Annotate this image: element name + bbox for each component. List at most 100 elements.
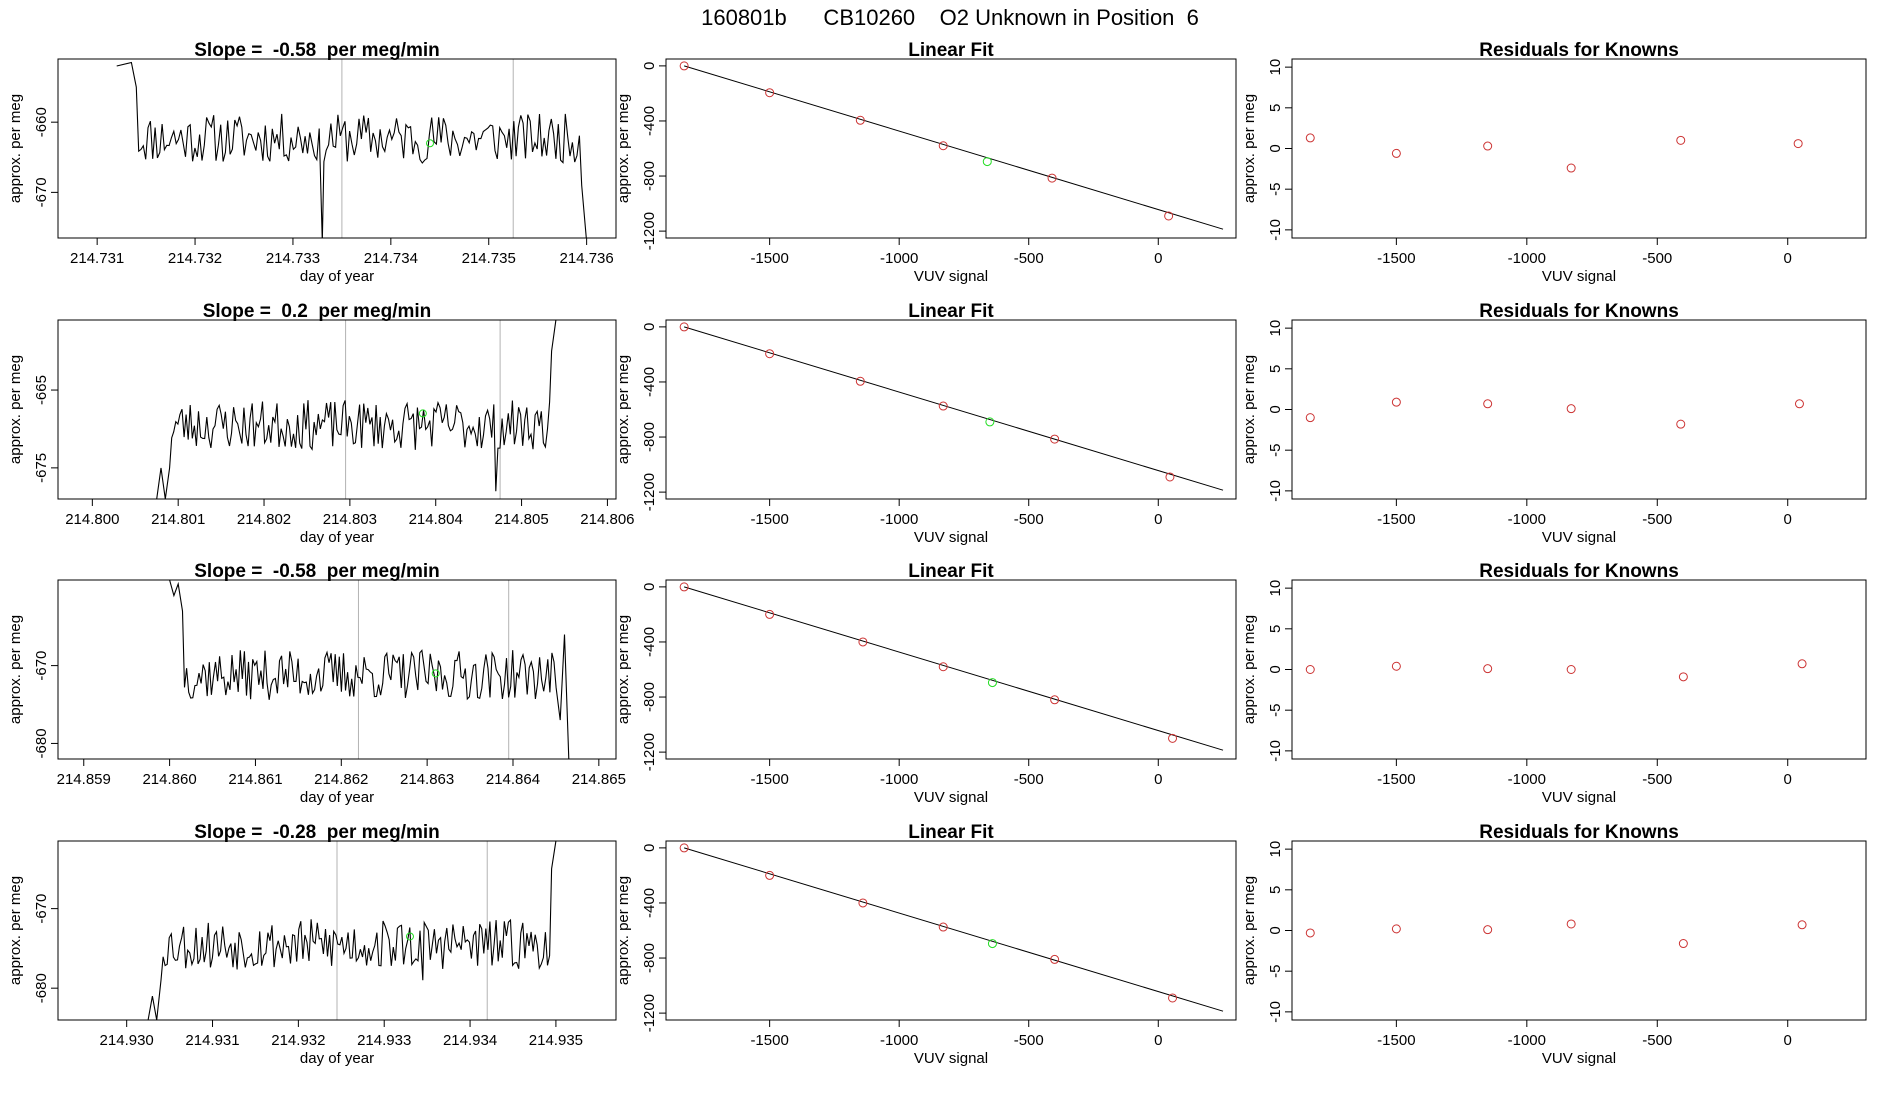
residual-point <box>1483 399 1493 409</box>
known-point <box>765 88 775 98</box>
y-tick-label: -665 <box>33 375 50 405</box>
known-point <box>1168 733 1178 743</box>
residual-point <box>1483 925 1493 935</box>
x-tick-label: 214.932 <box>271 1032 325 1049</box>
x-axis-label: VUV signal <box>1542 529 1616 546</box>
y-tick-label: -660 <box>33 107 50 137</box>
x-tick-label: 0 <box>1154 1032 1162 1049</box>
residual-point <box>1566 665 1576 674</box>
y-tick-label: -675 <box>33 453 50 483</box>
plot-area <box>679 582 1224 751</box>
plot-area <box>679 322 1224 491</box>
x-tick-label: 0 <box>1154 511 1162 528</box>
x-tick-label: 214.735 <box>462 250 516 267</box>
x-tick-label: 214.736 <box>560 250 614 267</box>
x-tick-label: -1500 <box>750 250 788 267</box>
x-tick-label: -500 <box>1642 511 1672 528</box>
known-point <box>1050 695 1060 705</box>
y-tick-label: -5 <box>1267 444 1284 457</box>
x-tick-label: 214.800 <box>65 511 119 528</box>
chart-panel-linear-fit-2: Linear Fit -1500 -1000 -500 0 0 -400 -800 -1200 V… <box>615 301 1237 546</box>
chart-title: Slope = -0.58 per meg/min <box>194 40 440 61</box>
x-axis-label: VUV signal <box>1542 1050 1616 1067</box>
y-tick-label: 0 <box>1267 144 1284 152</box>
chart-panel-residuals-4: Residuals for Knowns -1500 -1000 -500 0 10 5 0 -… <box>1241 822 1867 1067</box>
y-tick-label: 0 <box>641 583 658 591</box>
x-tick-label: 0 <box>1154 771 1162 788</box>
residual-point <box>1305 413 1315 423</box>
plot-area <box>156 320 557 499</box>
residual-point <box>1566 919 1576 929</box>
chart-panel-linear-fit-4: Linear Fit -1500 -1000 -500 0 0 -400 -800 -1200 V… <box>615 822 1237 1067</box>
x-tick-label: 0 <box>1784 771 1792 788</box>
x-tick-label: 214.862 <box>314 771 368 788</box>
residual-point <box>1305 928 1315 938</box>
known-point <box>938 922 948 932</box>
y-tick-label: -10 <box>1267 1001 1284 1023</box>
plot-area <box>147 841 557 1020</box>
unknown-point <box>987 939 997 949</box>
chart-title: Residuals for Knowns <box>1479 561 1679 582</box>
x-tick-label: -1000 <box>1508 511 1546 528</box>
y-axis-label: approx. per meg <box>615 355 632 464</box>
x-tick-label: 214.801 <box>151 511 205 528</box>
plot-frame <box>1291 840 1867 1021</box>
unknown-point <box>426 139 434 148</box>
unknown-point <box>431 669 440 678</box>
plot-frame <box>1291 58 1867 239</box>
residual-point <box>1797 659 1807 669</box>
chart-panel-time-series-4: Slope = -0.28 per meg/min 214.930 214.931 2… <box>7 822 617 1067</box>
y-tick-label: -5 <box>1267 183 1284 196</box>
x-tick-label: -1000 <box>1508 771 1546 788</box>
y-tick-label: -1200 <box>641 994 658 1032</box>
unknown-point <box>418 409 427 418</box>
y-tick-label: 5 <box>1267 625 1284 633</box>
y-axis-label: approx. per meg <box>7 355 24 464</box>
y-tick-label: -400 <box>641 106 658 136</box>
plot-frame <box>1291 579 1867 760</box>
residual-point <box>1483 141 1493 151</box>
x-axis-label: day of year <box>300 529 374 546</box>
x-tick-label: 214.803 <box>323 511 377 528</box>
known-point <box>1165 472 1175 482</box>
x-tick-label: -1000 <box>1508 1032 1546 1049</box>
x-tick-label: 214.732 <box>168 250 222 267</box>
x-axis-label: day of year <box>300 1050 374 1067</box>
unknown-point <box>985 417 995 427</box>
x-tick-label: -1000 <box>1508 250 1546 267</box>
chart-panel-time-series-2: Slope = 0.2 per meg/min 214.800 214.801 214… <box>7 301 635 546</box>
x-tick-label: -1500 <box>750 511 788 528</box>
chart-panel-linear-fit-1: Linear Fit -1500 -1000 -500 0 0 -400 -800 -1200 V… <box>615 40 1237 285</box>
x-tick-label: 0 <box>1784 250 1792 267</box>
plot-frame <box>665 58 1237 239</box>
y-tick-label: 0 <box>1267 405 1284 413</box>
x-tick-label: 214.731 <box>70 250 124 267</box>
y-tick-label: -670 <box>33 894 50 924</box>
series-line <box>156 320 557 499</box>
y-tick-label: -800 <box>641 943 658 973</box>
chart-title: Linear Fit <box>908 822 994 843</box>
chart-title: Residuals for Knowns <box>1479 822 1679 843</box>
y-tick-label: 10 <box>1267 841 1284 858</box>
plot-frame <box>665 319 1237 500</box>
plot-area <box>679 843 1224 1012</box>
chart-panel-residuals-3: Residuals for Knowns -1500 -1000 -500 0 10 5 0 -… <box>1241 561 1867 806</box>
y-tick-label: -10 <box>1267 740 1284 762</box>
plot-frame <box>57 319 617 500</box>
x-tick-label: -500 <box>1642 250 1672 267</box>
x-axis-label: VUV signal <box>914 268 988 285</box>
x-axis-label: VUV signal <box>1542 268 1616 285</box>
y-axis-label: approx. per meg <box>1241 615 1258 724</box>
y-tick-label: -400 <box>641 888 658 918</box>
y-tick-label: 0 <box>641 62 658 70</box>
y-tick-label: -800 <box>641 682 658 712</box>
y-axis-label: approx. per meg <box>7 876 24 985</box>
known-point <box>679 61 689 71</box>
x-axis-label: VUV signal <box>1542 789 1616 806</box>
y-tick-label: -400 <box>641 367 658 397</box>
residual-point <box>1566 404 1576 414</box>
fit-line <box>683 65 1224 230</box>
residual-point <box>1391 661 1401 671</box>
chart-panel-linear-fit-3: Linear Fit -1500 -1000 -500 0 0 -400 -800 -1200 V… <box>615 561 1237 806</box>
residual-point <box>1678 939 1688 949</box>
